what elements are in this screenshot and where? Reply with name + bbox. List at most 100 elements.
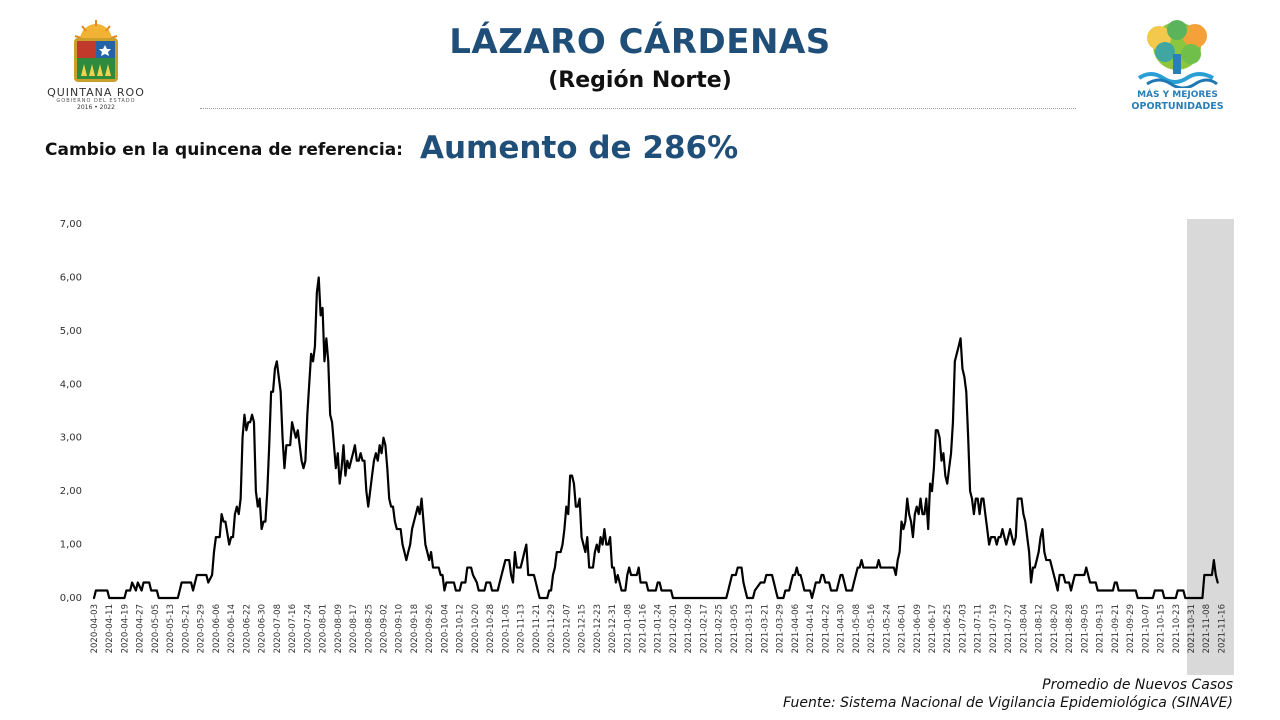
x-tick-label: 2021-05-16 xyxy=(867,604,877,653)
x-tick-label: 2021-08-12 xyxy=(1035,604,1045,653)
x-tick-label: 2020-11-05 xyxy=(501,604,511,653)
x-tick-label: 2020-04-11 xyxy=(105,604,115,653)
x-tick-label: 2021-05-24 xyxy=(882,604,892,653)
quintana-roo-logo: QUINTANA ROO GOBIERNO DEL ESTADO 2016 • … xyxy=(44,18,148,114)
x-tick-label: 2020-08-09 xyxy=(334,604,344,653)
x-tick-label: 2021-09-05 xyxy=(1080,604,1090,653)
y-tick-label: 4,00 xyxy=(60,379,82,390)
x-tick-label: 2020-06-06 xyxy=(212,604,222,653)
x-tick-label: 2021-11-16 xyxy=(1217,604,1227,653)
y-tick-label: 1,00 xyxy=(60,540,82,551)
x-tick-label: 2020-09-02 xyxy=(379,604,389,653)
x-tick-label: 2020-09-26 xyxy=(425,604,435,653)
x-tick-label: 2021-11-08 xyxy=(1202,604,1212,653)
x-tick-label: 2020-05-21 xyxy=(181,604,191,653)
change-value: Aumento de 286% xyxy=(420,130,739,166)
series-line-layer xyxy=(92,276,1219,600)
x-tick-label: 2021-07-11 xyxy=(974,604,984,653)
page-subtitle: (Región Norte) xyxy=(548,68,732,93)
x-tick-label: 2020-09-10 xyxy=(395,604,405,653)
x-tick-label: 2021-02-25 xyxy=(715,604,725,653)
x-tick-label: 2021-06-09 xyxy=(913,604,923,653)
x-tick-label: 2021-04-14 xyxy=(806,604,816,653)
x-tick-label: 2020-11-29 xyxy=(547,604,557,653)
cases-line-chart: 0,00 1,00 2,00 3,00 4,00 5,00 6,00 7,00 2020-04… xyxy=(60,219,1234,675)
x-tick-label: 2020-11-21 xyxy=(532,604,542,653)
y-tick-label: 7,00 xyxy=(60,219,82,230)
slogan-line-1: MÁS Y MEJORES xyxy=(1137,90,1218,100)
y-tick-label: 6,00 xyxy=(60,272,82,283)
x-tick-label: 2020-10-20 xyxy=(471,604,481,653)
x-tick-label: 2020-12-31 xyxy=(608,604,618,653)
x-tick-label: 2020-04-03 xyxy=(90,604,100,653)
x-tick-label: 2020-06-30 xyxy=(258,604,268,653)
x-tick-label: 2021-03-29 xyxy=(776,604,786,653)
logo-years: 2016 • 2022 xyxy=(77,104,115,111)
x-tick-label: 2020-12-23 xyxy=(593,604,603,653)
x-tick-label: 2021-03-05 xyxy=(730,604,740,653)
x-tick-label: 2021-08-20 xyxy=(1050,604,1060,653)
slogan-line-2: OPORTUNIDADES xyxy=(1131,101,1224,112)
x-tick-label: 2020-08-17 xyxy=(349,604,359,653)
oportunidades-logo: MÁS Y MEJORES OPORTUNIDADES xyxy=(1125,18,1230,116)
x-tick-label: 2020-07-08 xyxy=(273,604,283,653)
x-tick-label: 2020-09-18 xyxy=(410,604,420,653)
x-tick-label: 2021-08-28 xyxy=(1065,604,1075,653)
x-tick-label: 2021-10-23 xyxy=(1172,604,1182,653)
x-tick-label: 2020-04-19 xyxy=(120,604,130,653)
x-tick-label: 2021-06-01 xyxy=(898,604,908,653)
x-tick-label: 2021-01-08 xyxy=(623,604,633,653)
x-tick-label: 2021-02-01 xyxy=(669,604,679,653)
x-tick-label: 2021-01-24 xyxy=(654,604,664,653)
x-tick-label: 2021-09-21 xyxy=(1111,604,1121,653)
x-tick-label: 2021-02-17 xyxy=(699,604,709,653)
x-tick-label: 2020-12-15 xyxy=(578,604,588,653)
x-tick-label: 2020-10-12 xyxy=(456,604,466,653)
tree-icon xyxy=(1137,20,1218,90)
x-tick-label: 2021-07-27 xyxy=(1004,604,1014,653)
x-tick-label: 2020-08-25 xyxy=(364,604,374,653)
x-tick-label: 2020-10-04 xyxy=(440,604,450,653)
x-tick-label: 2021-04-22 xyxy=(821,604,831,653)
logo-government-text: GOBIERNO DEL ESTADO xyxy=(56,98,136,104)
y-tick-label: 2,00 xyxy=(60,486,82,497)
x-tick-label: 2021-06-25 xyxy=(943,604,953,653)
coat-of-arms-icon xyxy=(74,20,118,82)
change-label: Cambio en la quincena de referencia: xyxy=(45,140,403,160)
x-tick-label: 2021-04-30 xyxy=(837,604,847,653)
x-tick-label: 2021-07-19 xyxy=(989,604,999,653)
x-tick-label: 2020-07-24 xyxy=(303,604,313,653)
x-tick-label: 2021-08-04 xyxy=(1019,604,1029,653)
x-tick-label: 2020-04-27 xyxy=(136,604,146,653)
x-tick-label: 2020-05-05 xyxy=(151,604,161,653)
series-note: Promedio de Nuevos Casos xyxy=(1042,677,1233,693)
x-tick-label: 2021-02-09 xyxy=(684,604,694,653)
x-tick-label: 2020-10-28 xyxy=(486,604,496,653)
x-tick-label: 2021-05-08 xyxy=(852,604,862,653)
x-tick-label: 2020-08-01 xyxy=(319,604,329,653)
x-tick-label: 2021-07-03 xyxy=(958,604,968,653)
x-tick-label: 2021-03-13 xyxy=(745,604,755,653)
x-tick-label: 2020-05-29 xyxy=(197,604,207,653)
source-note: Fuente: Sistema Nacional de Vigilancia E… xyxy=(783,695,1233,711)
y-tick-label: 3,00 xyxy=(60,433,82,444)
x-tick-label: 2021-09-29 xyxy=(1126,604,1136,653)
x-tick-label: 2021-10-07 xyxy=(1141,604,1151,653)
logo-state-name: QUINTANA ROO xyxy=(47,86,145,99)
x-tick-label: 2020-05-13 xyxy=(166,604,176,653)
x-tick-label: 2020-06-22 xyxy=(242,604,252,653)
y-tick-label: 5,00 xyxy=(60,326,82,337)
x-tick-label: 2021-01-16 xyxy=(639,604,649,653)
x-tick-label: 2021-09-13 xyxy=(1096,604,1106,653)
y-tick-labels: 0,00 1,00 2,00 3,00 4,00 5,00 6,00 7,00 xyxy=(60,219,82,604)
x-tick-label: 2020-07-16 xyxy=(288,604,298,653)
x-tick-label: 2021-04-06 xyxy=(791,604,801,653)
x-tick-label: 2021-10-31 xyxy=(1187,604,1197,653)
x-tick-labels: 2020-04-03 2020-04-11 2020-04-19 2020-04-27… xyxy=(90,604,1227,653)
x-tick-label: 2020-11-13 xyxy=(517,604,527,653)
y-tick-label: 0,00 xyxy=(60,593,82,604)
page-title: LÁZARO CÁRDENAS xyxy=(449,22,831,62)
x-tick-label: 2020-06-14 xyxy=(227,604,237,653)
x-tick-label: 2021-03-21 xyxy=(760,604,770,653)
x-tick-label: 2021-10-15 xyxy=(1157,604,1167,653)
